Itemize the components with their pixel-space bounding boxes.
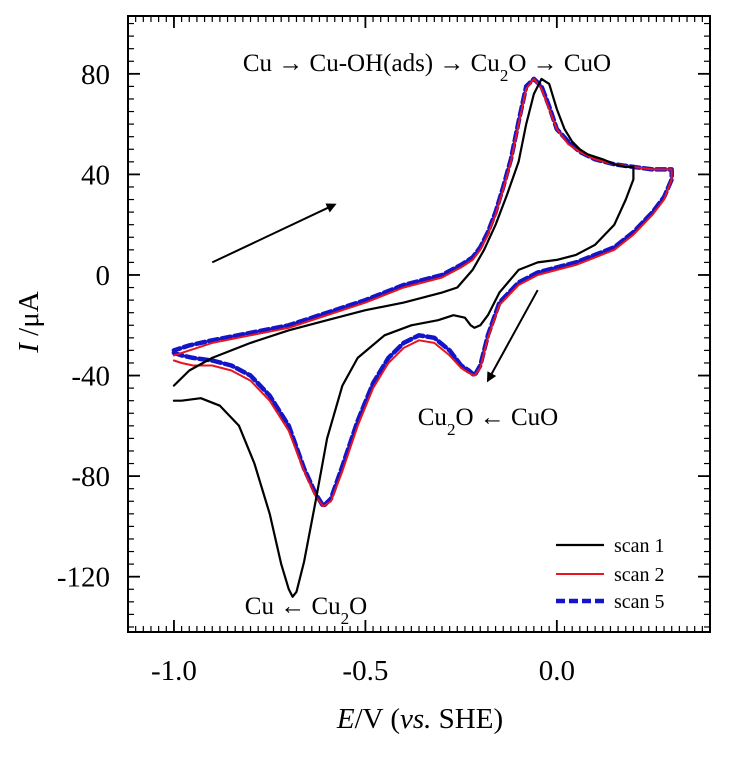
x-tick-label: -0.5 <box>342 655 388 687</box>
legend-label-scan2: scan 2 <box>614 564 665 586</box>
annotation-reduction-cu2o: Cu2O ← CuO <box>418 404 558 439</box>
series-line-scan1 <box>172 77 635 598</box>
legend-label-scan1: scan 1 <box>614 535 665 557</box>
series-line-scan5 <box>171 76 674 509</box>
y-tick-label: -120 <box>57 562 110 594</box>
major-ticks <box>128 16 710 632</box>
y-tick-label: 80 <box>81 59 110 91</box>
y-tick-label: 0 <box>96 260 111 292</box>
scan-direction-arrow-forward <box>211 203 337 264</box>
x-tick-label: 0.0 <box>539 655 575 687</box>
legend-label-scan5: scan 5 <box>614 591 665 613</box>
legend: scan 1 scan 2 scan 5 <box>556 535 665 613</box>
annotation-reduction-cu: Cu ← Cu2O <box>245 593 367 628</box>
y-tick-label: 40 <box>81 159 110 191</box>
y-tick-label: -40 <box>71 361 110 393</box>
series-line-scan2 <box>172 77 673 508</box>
y-tick-labels: -120 -80 -40 0 40 80 <box>57 59 110 594</box>
series-lines <box>171 76 674 598</box>
y-axis-label: I /μA <box>13 291 45 354</box>
x-tick-labels: -1.0 -0.5 0.0 <box>151 655 575 687</box>
x-tick-label: -1.0 <box>151 655 197 687</box>
scan-direction-arrow-reverse <box>486 289 539 383</box>
y-tick-label: -80 <box>71 461 110 493</box>
x-axis-label: E/V (vs. SHE) <box>336 703 503 735</box>
annotation-oxidation: Cu → Cu-OH(ads) → Cu2O → CuO <box>243 50 611 85</box>
